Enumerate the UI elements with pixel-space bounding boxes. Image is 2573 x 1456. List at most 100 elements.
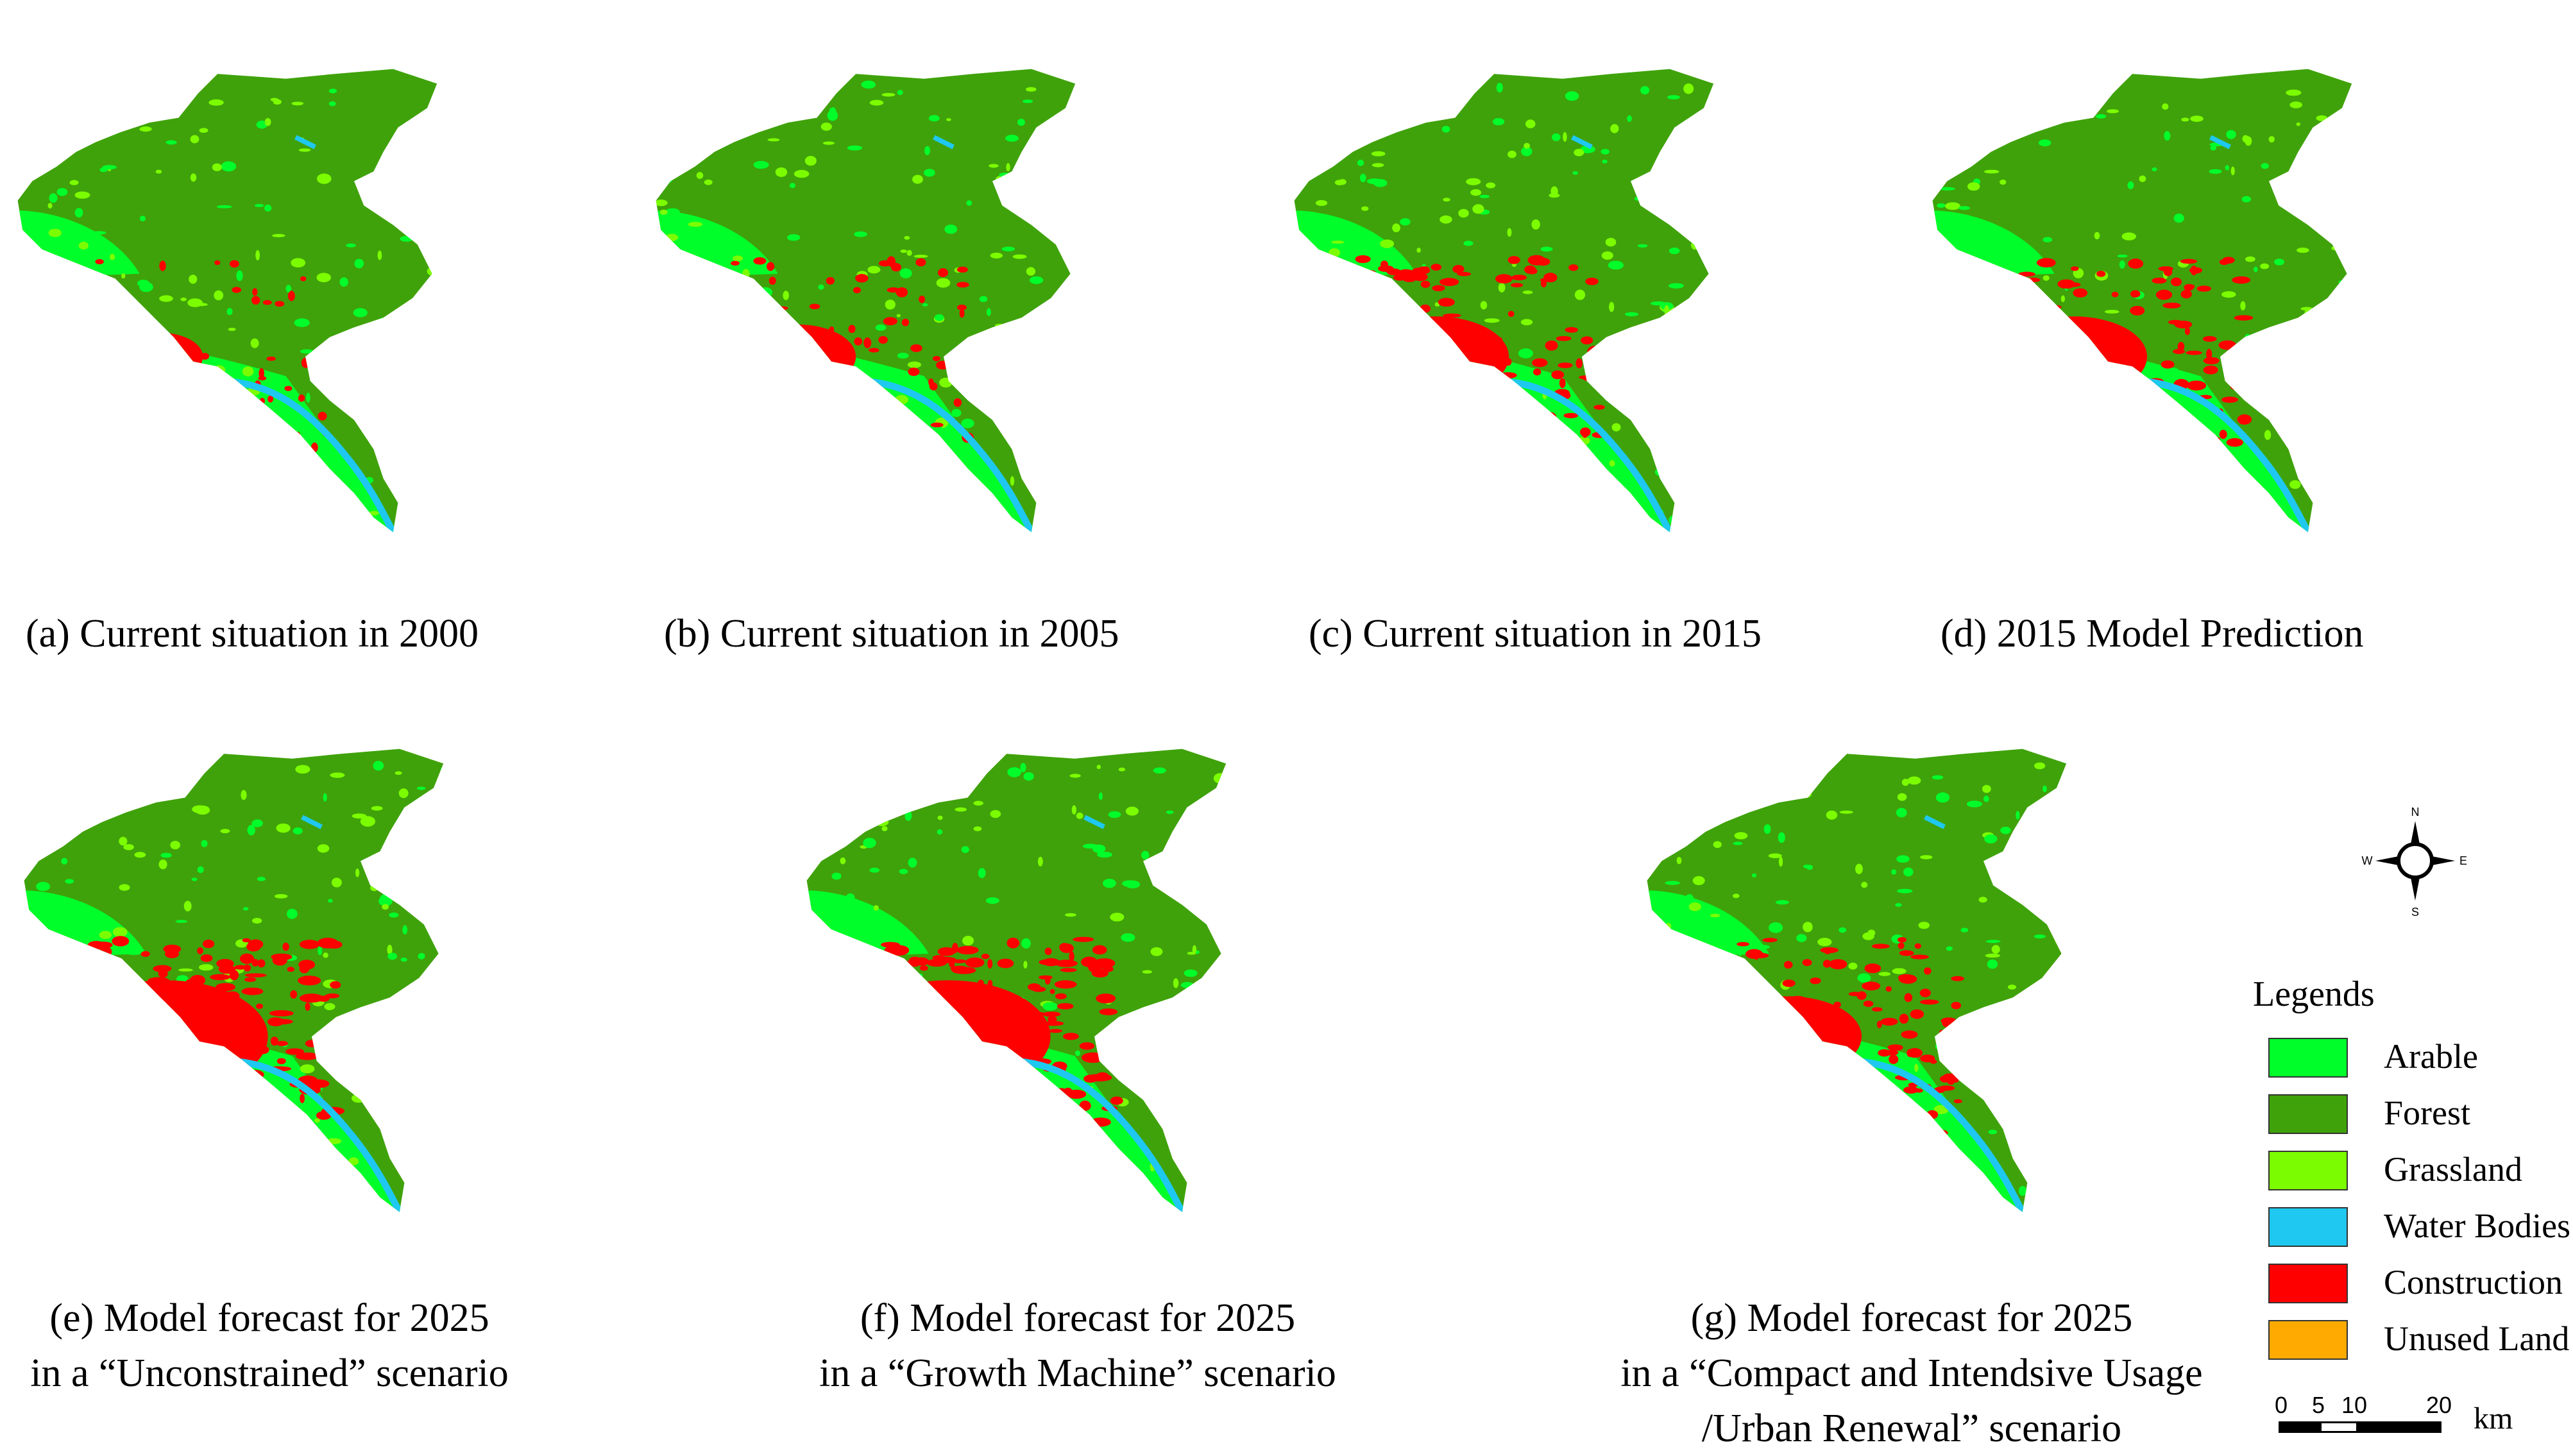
land-patch [1298, 423, 1307, 433]
construction-patch [2155, 289, 2173, 300]
land-patch [1076, 260, 1091, 271]
construction-patch [1556, 335, 1572, 341]
land-patch [2341, 242, 2352, 249]
land-patch [818, 284, 824, 290]
construction-patch [2203, 366, 2218, 375]
construction-patch [1862, 981, 1881, 991]
land-patch [361, 1196, 373, 1200]
land-patch [99, 167, 108, 173]
construction-patch [871, 960, 880, 969]
land-patch [159, 295, 173, 302]
land-patch [164, 404, 173, 409]
land-patch [1791, 1121, 1806, 1128]
land-patch [875, 324, 887, 331]
land-patch [996, 176, 1003, 182]
land-patch [754, 373, 760, 379]
land-patch [850, 960, 863, 965]
caption-e: (e) Model forecast for 2025 in a “Uncons… [13, 1291, 526, 1401]
land-patch [2213, 468, 2227, 474]
land-patch [1903, 867, 1914, 877]
land-patch [264, 205, 272, 212]
land-patch [704, 357, 718, 366]
land-patch [1202, 1002, 1212, 1012]
land-patch [183, 901, 192, 911]
land-patch [1855, 863, 1863, 874]
construction-patch [981, 953, 990, 960]
land-patch [1212, 833, 1219, 841]
land-patch [1751, 873, 1757, 877]
construction-patch [237, 1096, 254, 1101]
land-patch [410, 484, 416, 491]
construction-patch [1497, 355, 1509, 362]
construction-patch [759, 416, 770, 421]
construction-patch [1454, 433, 1466, 443]
construction-patch [1910, 1009, 1924, 1019]
land-patch [918, 973, 923, 978]
land-patch [975, 1156, 987, 1166]
construction-patch [733, 317, 743, 324]
land-patch [35, 1131, 46, 1139]
construction-patch [209, 1003, 228, 1012]
construction-patch [953, 1059, 965, 1069]
construction-patch [2186, 380, 2207, 391]
construction-patch [1079, 1042, 1095, 1050]
land-patch [1534, 427, 1547, 435]
construction-patch [1953, 1099, 1962, 1104]
land-patch [327, 1138, 342, 1144]
land-patch [1074, 348, 1076, 357]
construction-patch [1057, 1003, 1074, 1010]
construction-patch [250, 1082, 257, 1092]
land-patch [1710, 913, 1720, 918]
compass-s: S [2411, 906, 2419, 917]
urban-core [2001, 316, 2147, 397]
river [31, 335, 160, 378]
land-patch [243, 460, 259, 465]
land-patch [1572, 171, 1579, 175]
land-patch [1562, 494, 1573, 504]
land-patch [1602, 159, 1608, 164]
compass-w: W [2362, 854, 2373, 867]
construction-patch [774, 330, 783, 339]
construction-patch [801, 381, 808, 390]
construction-patch [1749, 990, 1766, 1000]
land-patch [75, 1051, 81, 1056]
land-patch [113, 1063, 124, 1072]
land-patch [847, 145, 863, 151]
land-patch [933, 1178, 946, 1183]
land-patch [1350, 237, 1355, 244]
land-patch [109, 253, 115, 260]
land-patch [170, 840, 180, 850]
land-patch [40, 815, 56, 824]
construction-patch [1412, 273, 1428, 282]
legend-swatch [2268, 1094, 2348, 1134]
land-patch [1322, 346, 1334, 351]
construction-patch [1919, 999, 1939, 1005]
land-patch [2311, 207, 2321, 215]
land-patch [2324, 341, 2333, 350]
construction-patch [872, 1018, 893, 1028]
land-patch [421, 302, 433, 309]
construction-patch [872, 964, 890, 973]
land-patch [291, 101, 304, 106]
land-patch [1750, 1031, 1760, 1042]
construction-patch [941, 1053, 956, 1058]
land-patch [1051, 137, 1066, 141]
land-patch [688, 221, 703, 227]
construction-patch [1720, 1124, 1735, 1133]
construction-patch [1565, 447, 1575, 453]
land-patch [160, 461, 173, 471]
construction-patch [881, 1055, 893, 1065]
construction-patch [932, 955, 946, 960]
land-patch [1365, 369, 1377, 376]
land-patch [323, 952, 328, 958]
land-patch [1610, 124, 1619, 133]
construction-patch [2126, 427, 2141, 432]
river [1298, 362, 1678, 532]
construction-patch [1993, 305, 2010, 312]
land-patch [763, 105, 775, 112]
construction-patch [896, 287, 908, 298]
construction-patch [1459, 350, 1466, 360]
land-patch [33, 131, 43, 136]
construction-patch [986, 1090, 998, 1098]
land-patch [2298, 322, 2303, 326]
